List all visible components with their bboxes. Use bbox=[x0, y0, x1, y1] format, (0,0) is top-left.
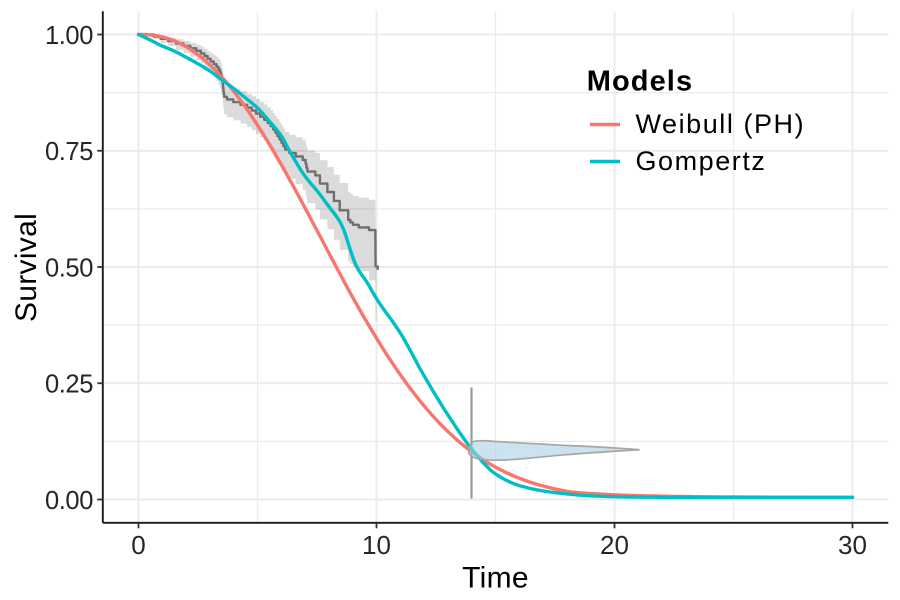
svg-text:Weibull (PH): Weibull (PH) bbox=[636, 109, 806, 139]
svg-text:0.25: 0.25 bbox=[45, 371, 93, 399]
svg-text:0.00: 0.00 bbox=[45, 487, 93, 515]
svg-text:Models: Models bbox=[587, 66, 694, 98]
svg-text:Time: Time bbox=[462, 562, 529, 595]
svg-text:1.00: 1.00 bbox=[45, 22, 93, 50]
svg-text:20: 20 bbox=[600, 530, 629, 560]
svg-text:30: 30 bbox=[838, 530, 867, 560]
svg-text:10: 10 bbox=[362, 530, 391, 560]
svg-text:0.50: 0.50 bbox=[45, 254, 93, 282]
svg-text:Gompertz: Gompertz bbox=[636, 146, 767, 176]
svg-text:0: 0 bbox=[131, 530, 145, 560]
svg-text:Survival: Survival bbox=[10, 213, 43, 322]
svg-text:0.75: 0.75 bbox=[45, 138, 93, 166]
